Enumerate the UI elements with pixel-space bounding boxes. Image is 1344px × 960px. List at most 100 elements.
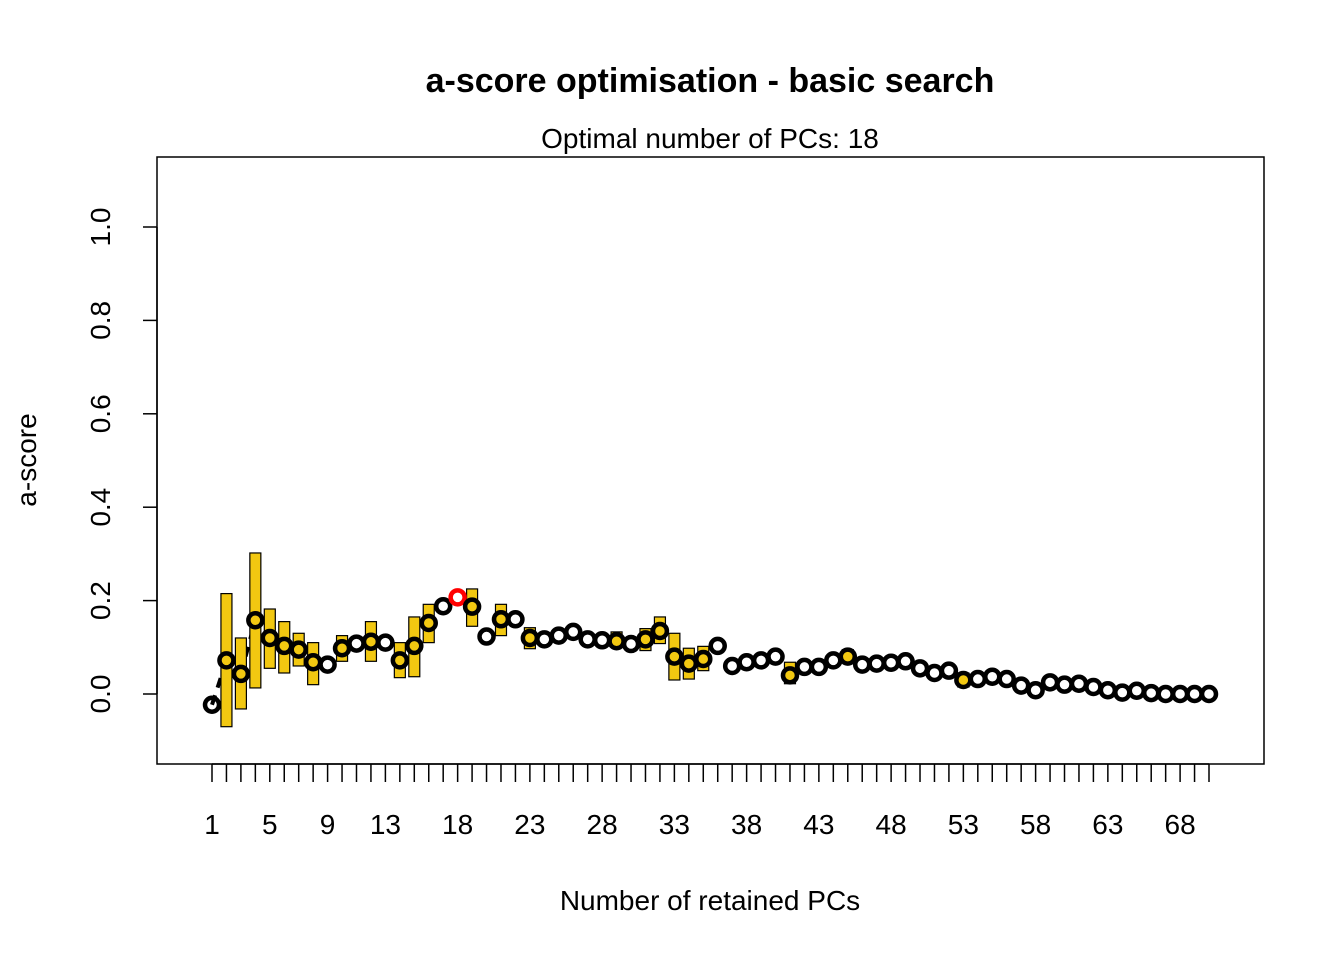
data-point bbox=[737, 652, 756, 672]
x-tick-label: 43 bbox=[803, 809, 834, 840]
data-point bbox=[318, 655, 337, 674]
data-point bbox=[838, 647, 858, 666]
data-point bbox=[1170, 684, 1190, 704]
data-point bbox=[1084, 677, 1103, 697]
y-tick-label: 0.4 bbox=[85, 488, 116, 527]
data-point bbox=[881, 653, 901, 672]
data-point bbox=[347, 634, 366, 653]
data-point bbox=[477, 627, 496, 646]
data-point bbox=[376, 633, 395, 652]
data-point bbox=[766, 647, 785, 666]
x-axis-label: Number of retained PCs bbox=[560, 885, 860, 916]
data-point bbox=[592, 631, 612, 650]
data-point bbox=[202, 695, 222, 714]
data-point bbox=[795, 657, 814, 677]
x-tick-label: 63 bbox=[1092, 809, 1123, 840]
chart-subtitle: Optimal number of PCs: 18 bbox=[541, 123, 879, 154]
error-box bbox=[234, 637, 247, 710]
data-point bbox=[867, 654, 886, 673]
x-tick-label: 28 bbox=[587, 809, 618, 840]
data-point bbox=[852, 655, 872, 674]
data-point bbox=[1199, 684, 1219, 704]
plot-frame bbox=[156, 156, 1265, 765]
data-point bbox=[1113, 683, 1132, 702]
y-tick-label: 0.8 bbox=[85, 301, 116, 340]
data-point bbox=[578, 630, 597, 649]
data-point bbox=[983, 667, 1002, 686]
error-boxes bbox=[210, 552, 970, 728]
data-point bbox=[563, 622, 583, 642]
data-point bbox=[722, 656, 742, 676]
data-point bbox=[636, 630, 655, 649]
data-point bbox=[665, 647, 684, 666]
data-point bbox=[910, 659, 930, 678]
data-point bbox=[925, 663, 944, 683]
data-point bbox=[506, 610, 525, 629]
data-point bbox=[462, 597, 482, 616]
data-point bbox=[939, 661, 959, 680]
error-box bbox=[278, 621, 291, 674]
x-tick-label: 33 bbox=[659, 809, 690, 840]
x-tick-label: 53 bbox=[948, 809, 979, 840]
data-point bbox=[1141, 683, 1161, 703]
data-point bbox=[1127, 681, 1147, 700]
data-point bbox=[289, 640, 308, 659]
x-tick-label: 38 bbox=[731, 809, 762, 840]
data-points bbox=[202, 588, 1219, 714]
error-box bbox=[364, 621, 378, 662]
data-point bbox=[968, 669, 988, 689]
y-axis-label: a-score bbox=[11, 413, 42, 506]
data-point bbox=[694, 649, 713, 669]
x-axis: 1 5 9 13 18 23 28 33 38 43 48 53 58 63 68 bbox=[204, 763, 1210, 840]
x-tick-label: 13 bbox=[370, 809, 401, 840]
data-point bbox=[1011, 676, 1031, 695]
y-tick-label: 1.0 bbox=[85, 208, 116, 247]
data-point bbox=[405, 636, 424, 656]
error-box bbox=[668, 632, 681, 681]
data-point bbox=[997, 669, 1016, 689]
data-point bbox=[751, 651, 771, 670]
chart-title: a-score optimisation - basic search bbox=[426, 62, 995, 100]
optimal-point bbox=[448, 588, 467, 607]
data-point bbox=[621, 634, 641, 654]
data-point bbox=[896, 652, 915, 671]
data-point bbox=[1026, 681, 1045, 700]
x-tick-label: 9 bbox=[320, 809, 336, 840]
data-point bbox=[1185, 684, 1204, 704]
data-point bbox=[650, 621, 670, 641]
error-box bbox=[220, 592, 233, 728]
y-tick-label: 0.6 bbox=[85, 394, 116, 433]
error-box bbox=[307, 642, 320, 686]
x-tick-label: 5 bbox=[262, 809, 278, 840]
error-box bbox=[682, 647, 695, 680]
error-box bbox=[393, 642, 406, 679]
x-tick-label: 1 bbox=[204, 809, 220, 840]
data-point bbox=[824, 651, 843, 670]
data-point bbox=[809, 657, 829, 677]
data-point bbox=[217, 651, 236, 670]
data-point bbox=[246, 610, 265, 630]
error-box bbox=[263, 608, 276, 669]
data-point bbox=[260, 628, 280, 648]
data-point bbox=[1040, 673, 1060, 692]
data-point bbox=[433, 596, 453, 616]
error-box bbox=[408, 616, 421, 678]
y-tick-label: 0.0 bbox=[85, 675, 116, 714]
x-tick-label: 58 bbox=[1020, 809, 1051, 840]
error-box bbox=[465, 588, 479, 627]
y-tick-label: 0.2 bbox=[85, 581, 116, 620]
error-box bbox=[249, 552, 262, 689]
x-tick-label: 23 bbox=[514, 809, 545, 840]
data-point bbox=[1069, 674, 1089, 693]
x-tick-label: 18 bbox=[442, 809, 473, 840]
y-axis: 0.0 0.2 0.4 0.6 0.8 1.0 bbox=[85, 208, 158, 714]
data-point bbox=[549, 626, 569, 645]
x-tick-label: 68 bbox=[1165, 809, 1196, 840]
data-point bbox=[419, 613, 438, 633]
data-point bbox=[535, 630, 554, 649]
x-tick-label: 48 bbox=[876, 809, 907, 840]
data-point bbox=[231, 664, 251, 684]
data-point bbox=[1156, 684, 1175, 704]
error-box bbox=[292, 632, 305, 667]
